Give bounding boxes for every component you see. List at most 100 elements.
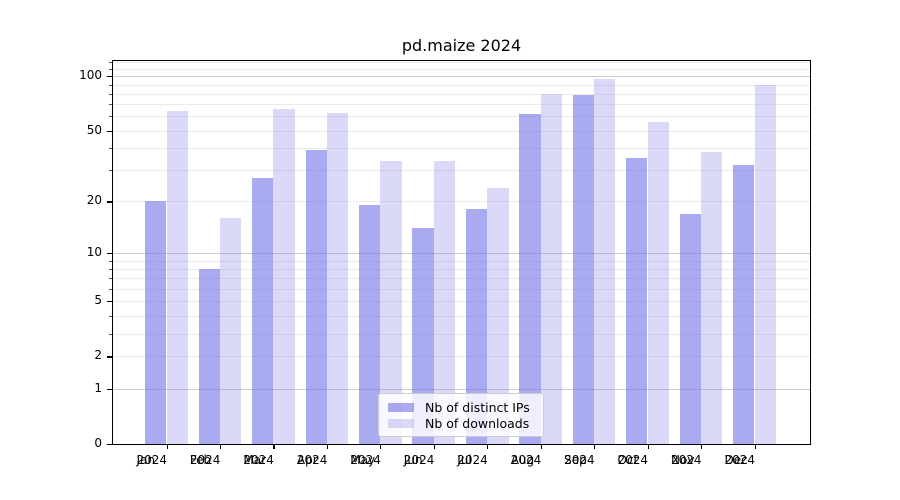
- y-tick-0: [107, 444, 112, 446]
- bar-ips-dec: [733, 165, 755, 444]
- bar-downloads-dec: [754, 85, 776, 444]
- gridline-minor: [113, 333, 810, 335]
- x-tick-nov: [701, 444, 703, 449]
- chart-title: pd.maize 2024: [401, 36, 522, 55]
- gridline-minor: [113, 201, 810, 203]
- y-minor-tick: [109, 260, 112, 262]
- x-tick-label-line: 2024: [617, 453, 649, 467]
- y-minor-tick: [109, 315, 112, 317]
- x-tick-dec: [754, 444, 756, 449]
- legend: Nb of distinct IPs Nb of downloads: [378, 393, 544, 437]
- x-tick-label-line: 2024: [243, 453, 274, 467]
- gridline-major: [113, 252, 810, 254]
- x-tick-label-line: Aug: [510, 453, 535, 467]
- bar-downloads-jun: [433, 160, 456, 444]
- y-tick-50: [107, 130, 112, 132]
- x-tick-label-line: Nov: [671, 453, 695, 467]
- gridline-major: [113, 388, 810, 390]
- bar-ips-nov: [679, 213, 701, 444]
- x-tick-label-line: 2024: [457, 453, 488, 467]
- x-tick-label-line: 2024: [510, 453, 542, 467]
- bar-downloads-feb: [219, 218, 242, 444]
- x-tick-label-line: Jun: [403, 453, 423, 467]
- y-tick-20: [107, 201, 112, 203]
- y-minor-tick: [109, 288, 112, 290]
- y-tick-10: [107, 252, 112, 255]
- x-tick-jul: [487, 444, 489, 449]
- bar-ips-oct: [626, 158, 648, 444]
- y-tick-1: [107, 388, 112, 390]
- x-tick-label-line: 2024: [136, 453, 168, 467]
- gridline-minor: [113, 93, 810, 95]
- x-tick-aug: [540, 444, 542, 449]
- gridline-minor: [113, 260, 810, 262]
- plot-frame: [112, 60, 811, 445]
- y-minor-tick: [109, 61, 112, 63]
- y-tick-label-2: 2: [94, 348, 102, 363]
- x-tick-label-line: 2024: [724, 453, 756, 467]
- bar-downloads-oct: [647, 121, 669, 444]
- bar-ips-apr: [305, 150, 327, 444]
- x-tick-label-line: 2024: [189, 453, 221, 467]
- y-minor-tick: [109, 93, 112, 95]
- gridline-minor: [113, 61, 810, 63]
- x-tick-label-line: Jul: [457, 453, 472, 467]
- gridline-minor: [113, 104, 810, 106]
- x-tick-mar: [273, 444, 275, 449]
- bar-ips-mar: [252, 178, 274, 444]
- x-tick-label-line: 2024: [350, 453, 381, 467]
- gridline-minor: [113, 268, 810, 270]
- x-tick-label-line: 2024: [671, 453, 702, 467]
- bar-downloads-jul: [487, 187, 509, 444]
- y-minor-tick: [109, 116, 112, 118]
- bar-ips-jan: [145, 201, 167, 444]
- x-tick-jan: [166, 444, 168, 449]
- legend-item-downloads: Nb of downloads: [388, 416, 534, 431]
- y-tick-100: [107, 76, 112, 78]
- y-tick-5: [107, 301, 112, 303]
- x-tick-label-line: Jan: [136, 453, 156, 467]
- bar-ips-aug: [519, 113, 541, 444]
- y-minor-tick: [109, 170, 112, 172]
- y-minor-tick: [109, 268, 112, 270]
- x-tick-sep: [594, 444, 596, 449]
- x-tick-label-line: Sep: [564, 453, 587, 467]
- bar-downloads-aug: [540, 93, 563, 444]
- y-tick-label-5: 5: [94, 293, 102, 308]
- x-tick-label-line: Mar: [243, 453, 267, 467]
- gridline-minor: [113, 148, 810, 149]
- legend-label-downloads: Nb of downloads: [425, 415, 530, 431]
- legend-swatch-downloads-icon: [388, 418, 414, 428]
- x-tick-label-line: Dec: [724, 453, 748, 467]
- y-minor-tick: [109, 84, 112, 86]
- bar-downloads-sep: [594, 78, 616, 444]
- gridline-minor: [113, 288, 810, 290]
- gridline-minor: [113, 68, 810, 70]
- y-tick-label-50: 50: [86, 122, 102, 137]
- y-minor-tick: [109, 333, 112, 335]
- bar-ips-sep: [572, 94, 595, 444]
- x-tick-may: [380, 444, 382, 449]
- bar-downloads-may: [380, 160, 402, 444]
- bar-ips-may: [358, 205, 381, 444]
- bar-downloads-jan: [166, 111, 188, 444]
- bar-ips-jul: [465, 209, 488, 444]
- x-tick-label-line: 2024: [564, 453, 595, 467]
- legend-item-distinct-ips: Nb of distinct IPs: [388, 400, 534, 415]
- y-tick-label-10: 10: [86, 244, 102, 259]
- gridline-minor: [113, 84, 810, 86]
- bar-ips-jun: [412, 228, 434, 444]
- x-tick-feb: [219, 444, 222, 449]
- x-tick-jun: [433, 444, 435, 449]
- bar-downloads-nov: [701, 152, 723, 444]
- y-tick-label-20: 20: [86, 193, 102, 208]
- x-tick-oct: [647, 444, 649, 449]
- y-tick-label-100: 100: [79, 68, 102, 83]
- legend-label-distinct-ips: Nb of distinct IPs: [425, 399, 530, 415]
- y-minor-tick: [109, 278, 112, 280]
- bar-downloads-mar: [273, 108, 295, 444]
- gridline-major: [113, 76, 810, 78]
- y-tick-2: [107, 356, 112, 358]
